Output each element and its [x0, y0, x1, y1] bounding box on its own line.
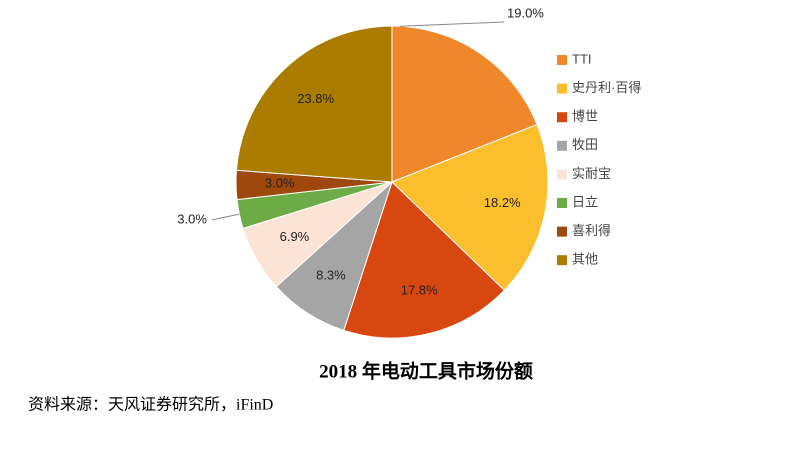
legend-swatch [557, 55, 567, 65]
data-label: 3.0% [177, 211, 207, 226]
legend-swatch [557, 169, 567, 180]
data-label: 8.3% [316, 268, 346, 283]
legend-swatch [557, 198, 567, 208]
legend-label: 牧田 [572, 137, 598, 152]
legend-swatch [557, 112, 567, 123]
legend-label: 实耐宝 [572, 166, 611, 181]
legend-label: 喜利得 [572, 223, 611, 238]
legend-label: 其他 [572, 252, 598, 267]
legend-label: 日立 [572, 194, 598, 209]
pie-slice [235, 25, 393, 183]
data-label: 3.0% [265, 176, 295, 191]
leader-line [399, 21, 505, 27]
data-label: 23.8% [297, 91, 334, 106]
legend-swatch [557, 255, 567, 266]
legend-label: 博世 [572, 109, 598, 124]
pie-slice [391, 123, 549, 291]
data-label: 17.8% [401, 282, 438, 297]
legend-swatch [557, 140, 567, 151]
legend-swatch [557, 226, 567, 237]
source-note: 资料来源：天风证券研究所，iFinD [28, 396, 273, 414]
pie-slice [391, 25, 538, 183]
leader-line [211, 213, 240, 221]
legend-label: 史丹利·百得 [572, 80, 641, 95]
pie-slice [343, 181, 506, 339]
legend-swatch [557, 83, 567, 94]
chart-title: 2018 年电动工具市场份额 [319, 359, 533, 382]
legend-label: TTI [572, 51, 592, 66]
data-label: 18.2% [484, 195, 521, 210]
data-label: 6.9% [280, 229, 310, 244]
data-label: 19.0% [507, 5, 544, 20]
